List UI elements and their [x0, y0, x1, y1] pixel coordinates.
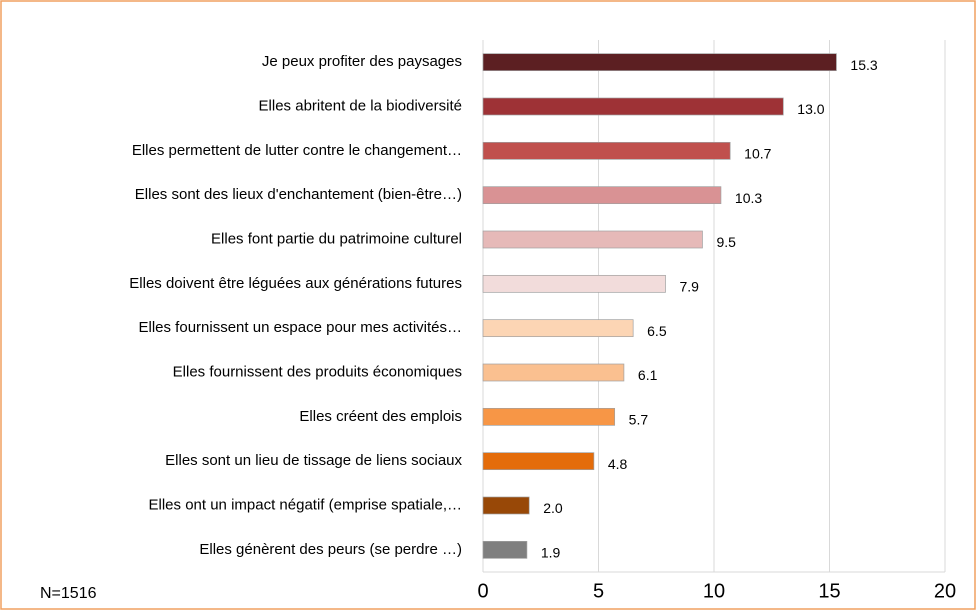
- data-label: 4.8: [608, 456, 628, 472]
- bar: [482, 274, 666, 293]
- bar: [482, 496, 530, 515]
- bar: [482, 363, 625, 382]
- y-tick-label: Elles doivent être léguées aux génératio…: [129, 275, 462, 292]
- y-tick-label: Elles génèrent des peurs (se perdre …): [199, 541, 462, 558]
- y-tick-label: Je peux profiter des paysages: [262, 53, 462, 70]
- y-tick-label: Elles ont un impact négatif (emprise spa…: [149, 496, 462, 513]
- bar: [482, 141, 731, 160]
- x-tick-label: 20: [934, 581, 956, 603]
- data-label: 6.5: [647, 323, 667, 339]
- data-label: 9.5: [716, 234, 736, 250]
- bar: [482, 452, 595, 471]
- y-tick-label: Elles sont des lieux d'enchantement (bie…: [135, 186, 462, 203]
- y-tick-label: Elles fournissent des produits économiqu…: [173, 363, 462, 380]
- data-label: 10.7: [744, 146, 771, 162]
- data-label: 7.9: [679, 279, 699, 295]
- y-tick-label: Elles fournissent un espace pour mes act…: [139, 319, 463, 336]
- data-label: 15.3: [850, 57, 877, 73]
- bar: [482, 319, 634, 338]
- x-tick-label: 5: [593, 581, 604, 603]
- bar: [482, 186, 722, 205]
- bar: [482, 97, 784, 116]
- y-tick-label: Elles font partie du patrimoine culturel: [211, 230, 462, 247]
- annotation: N=1516: [40, 585, 97, 602]
- y-tick-label: Elles abritent de la biodiversité: [259, 97, 462, 114]
- data-label: 5.7: [629, 412, 649, 428]
- bar: [482, 230, 703, 249]
- bar: [482, 53, 837, 72]
- y-tick-label: Elles sont un lieu de tissage de liens s…: [165, 452, 462, 469]
- y-tick-label: Elles permettent de lutter contre le cha…: [132, 142, 462, 159]
- bar: [482, 407, 616, 426]
- y-tick-label: Elles créent des emplois: [299, 408, 462, 425]
- data-label: 6.1: [638, 367, 658, 383]
- bar: [482, 540, 528, 559]
- x-tick-label: 10: [703, 581, 725, 603]
- data-label: 13.0: [797, 101, 824, 117]
- data-label: 10.3: [735, 190, 762, 206]
- x-tick-label: 15: [818, 581, 840, 603]
- data-label: 1.9: [541, 545, 561, 561]
- data-label: 2.0: [543, 500, 563, 516]
- x-tick-label: 0: [477, 581, 488, 603]
